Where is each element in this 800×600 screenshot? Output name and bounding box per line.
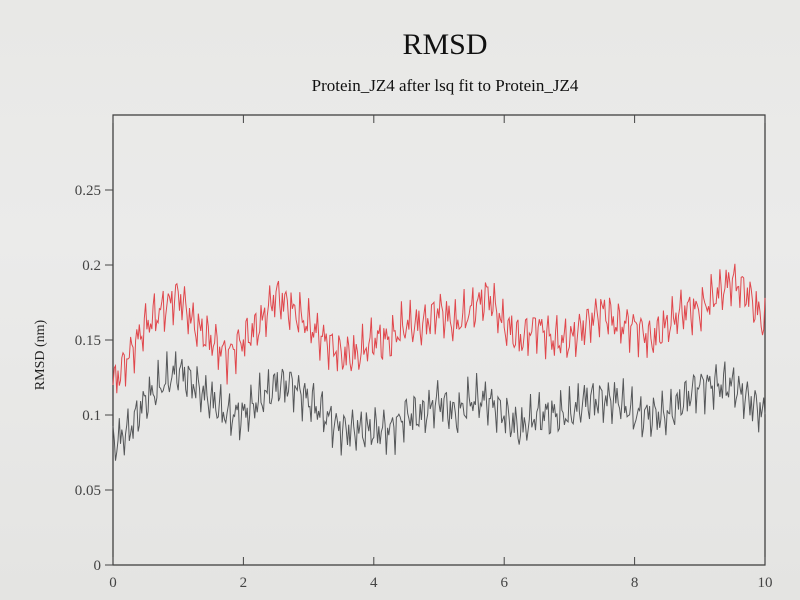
x-tick-label: 0 [109,575,117,591]
y-tick-label: 0.15 [75,333,101,349]
y-tick-label: 0.25 [75,183,101,199]
x-axis-ticks: 0 2 4 6 8 10 [109,115,773,591]
x-tick-label: 6 [500,575,508,591]
x-tick-label: 2 [240,575,248,591]
series-red-line [112,263,766,394]
chart-subtitle: Protein_JZ4 after lsq fit to Protein_JZ4 [311,76,579,95]
y-tick-label: 0.05 [75,483,101,499]
series-gray-line [112,351,766,461]
x-tick-label: 4 [370,575,378,591]
chart-title: RMSD [402,28,488,61]
y-tick-label: 0.2 [82,258,101,274]
x-tick-label: 10 [758,575,773,591]
x-tick-label: 8 [631,575,639,591]
y-axis-label: RMSD (nm) [33,319,48,390]
y-tick-label: 0 [94,558,102,574]
series-group [112,263,766,461]
y-tick-label: 0.1 [82,408,101,424]
y-axis-ticks: 0 0.05 0.1 0.15 0.2 0.25 [75,183,113,574]
